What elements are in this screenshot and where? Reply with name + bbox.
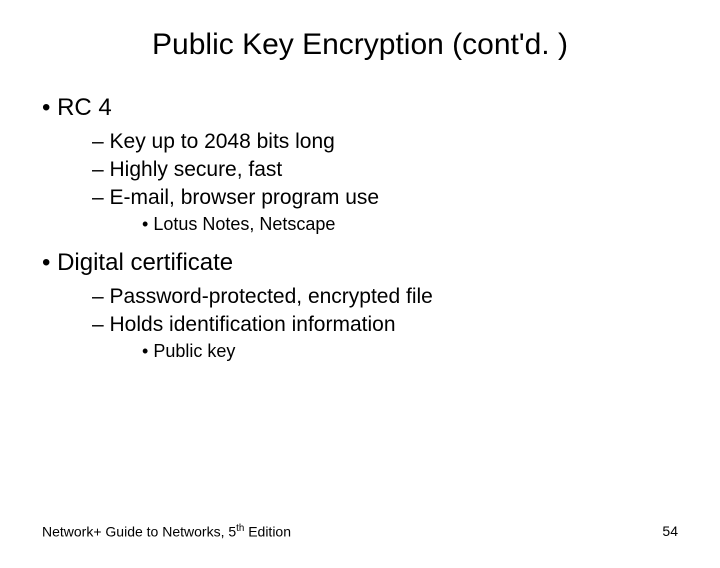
bullet-cert-pubkey: Public key — [142, 341, 720, 362]
bullet-rc4-examples: Lotus Notes, Netscape — [142, 214, 720, 235]
slide-footer: Network+ Guide to Networks, 5th Edition … — [42, 523, 678, 540]
bullet-cert-protected: Password-protected, encrypted file — [92, 285, 720, 309]
bullet-digital-cert: Digital certificate — [42, 249, 720, 277]
bullet-cert-holds: Holds identification information — [92, 313, 720, 337]
bullet-rc4-keylen: Key up to 2048 bits long — [92, 130, 720, 154]
bullet-rc4: RC 4 — [42, 94, 720, 122]
footer-source: Network+ Guide to Networks, 5th Edition — [42, 523, 291, 540]
footer-page-number: 54 — [662, 523, 678, 540]
bullet-rc4-secure: Highly secure, fast — [92, 158, 720, 182]
bullet-rc4-use: E-mail, browser program use — [92, 186, 720, 210]
slide-body: RC 4 Key up to 2048 bits long Highly sec… — [0, 94, 720, 362]
slide: { "title": "Public Key Encryption (cont'… — [0, 28, 720, 568]
footer-source-pre: Network+ Guide to Networks, 5 — [42, 524, 236, 540]
footer-source-post: Edition — [244, 524, 291, 540]
slide-title: Public Key Encryption (cont'd. ) — [0, 28, 720, 62]
